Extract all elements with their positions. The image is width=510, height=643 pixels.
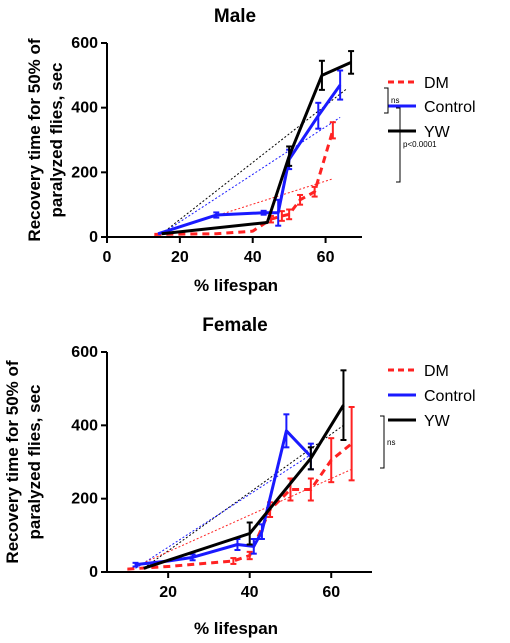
x-tick-label: 60: [317, 249, 335, 266]
y-tick-label: 0: [89, 229, 98, 246]
y-tick-label: 600: [71, 35, 98, 52]
trendline-dm: [154, 178, 334, 236]
x-tick-label: 20: [171, 249, 189, 266]
x-tick-label: 20: [159, 584, 177, 601]
annotation-label: ns: [391, 96, 399, 105]
significance-bracket: [396, 107, 401, 183]
x-tick-label: 40: [244, 249, 262, 266]
chart-panel-2: Female 0 200 400 600 20 40 60 % lifespan Recovery…: [3, 315, 476, 638]
legend-label-control: Control: [424, 99, 476, 116]
trendline-yw: [161, 87, 348, 235]
chart-title: Male: [214, 6, 256, 27]
y-tick-label: 0: [89, 564, 98, 581]
y-tick-label: 400: [71, 100, 98, 117]
annotation-label: p<0.0001: [403, 140, 437, 149]
y-axis-label-line-1: Recovery time for 50% of: [3, 360, 22, 563]
legend-label-yw: YW: [424, 124, 451, 141]
y-tick-label: 200: [71, 164, 98, 181]
y-tick-label: 200: [71, 491, 98, 508]
chart-title: Female: [202, 315, 267, 336]
x-tick-label: 60: [322, 584, 340, 601]
chart-panel-1: Male 0 200 400 600 0 20 40 60 % lifespan Recovery …: [25, 6, 476, 295]
y-tick-label: 400: [71, 417, 98, 434]
x-axis-label: % lifespan: [194, 619, 278, 638]
y-axis-label-line-2: paralyzed flies, sec: [47, 63, 66, 218]
trendline-control: [161, 116, 341, 235]
series-line-control: [157, 84, 342, 236]
legend-label-dm: DM: [424, 75, 449, 92]
y-axis-label-line-2: paralyzed flies, sec: [25, 385, 44, 540]
y-axis-label: Recovery time for 50% of paralyzed flies,…: [25, 38, 66, 241]
series-line-dm: [154, 129, 335, 236]
series-line-yw: [143, 404, 345, 570]
legend-label-yw: YW: [424, 413, 451, 430]
x-tick-label: 40: [241, 584, 259, 601]
y-tick-label: 600: [71, 344, 98, 361]
y-axis-label: Recovery time for 50% of paralyzed flies,…: [3, 360, 44, 563]
series-line-control: [135, 429, 312, 567]
significance-bracket: [384, 87, 389, 114]
legend-label-control: Control: [424, 388, 476, 405]
annotation-label: ns: [387, 438, 395, 447]
x-axis-label: % lifespan: [194, 276, 278, 295]
series-line-yw: [161, 61, 352, 236]
legend-label-dm: DM: [424, 363, 449, 380]
significance-bracket: [380, 415, 385, 469]
trendline-control: [135, 454, 312, 569]
y-axis-label-line-1: Recovery time for 50% of: [25, 38, 44, 241]
trendline-dm: [127, 468, 352, 571]
x-tick-label: 0: [103, 249, 112, 266]
